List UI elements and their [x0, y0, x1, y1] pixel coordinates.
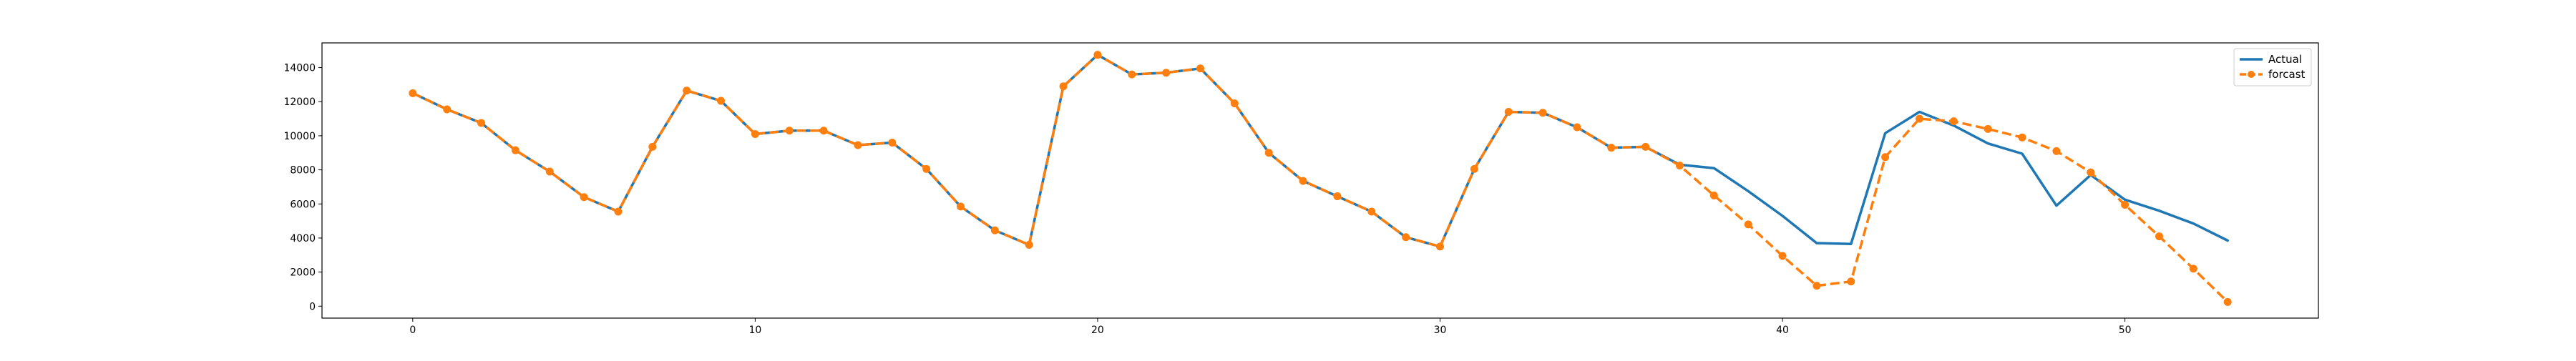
series-forcast — [409, 51, 2232, 306]
data-point — [1333, 192, 1342, 201]
data-point — [1949, 117, 1958, 126]
x-tick-label: 50 — [2119, 325, 2132, 336]
data-point — [443, 105, 452, 114]
data-point — [1264, 149, 1273, 157]
data-point — [409, 89, 417, 97]
data-point — [717, 97, 726, 105]
y-tick-label: 0 — [309, 301, 316, 312]
data-point — [2087, 168, 2095, 177]
y-tick-label: 14000 — [283, 63, 316, 74]
data-point — [990, 226, 999, 234]
data-point — [1881, 153, 1890, 162]
data-point — [648, 142, 657, 151]
y-tick-label: 10000 — [283, 131, 316, 142]
data-point — [785, 127, 794, 135]
data-point — [1847, 277, 1855, 286]
data-point — [1299, 177, 1307, 185]
data-point — [2121, 200, 2129, 209]
data-point — [2155, 232, 2163, 241]
data-point — [1059, 82, 1068, 91]
data-point — [1162, 69, 1171, 77]
data-point — [683, 86, 691, 95]
x-tick-label: 20 — [1091, 325, 1104, 336]
y-tick-label: 6000 — [290, 199, 316, 210]
data-point — [1435, 242, 1444, 251]
data-point — [1504, 108, 1513, 117]
data-point — [1230, 99, 1239, 108]
data-point — [922, 164, 931, 173]
data-point — [2223, 297, 2232, 306]
data-point — [1093, 51, 1102, 59]
data-point — [614, 207, 623, 216]
y-tick-label: 8000 — [290, 165, 316, 177]
data-point — [545, 167, 554, 176]
data-point — [751, 130, 759, 139]
data-point — [819, 127, 828, 135]
series-actual — [411, 53, 2229, 248]
axis-ticks: 0 10 20 30 40 50 0 2000 4000 6000 8000 10000 12000 14… — [283, 63, 2131, 336]
data-point — [1813, 282, 1821, 290]
data-point — [1641, 142, 1650, 151]
data-point — [1470, 164, 1478, 173]
data-point — [580, 193, 588, 202]
data-point — [854, 141, 862, 149]
x-tick-label: 40 — [1776, 325, 1789, 336]
data-point — [1915, 114, 1923, 123]
data-point — [1538, 109, 1547, 117]
data-point — [888, 138, 897, 147]
series-lines — [409, 51, 2232, 306]
data-point — [1607, 144, 1616, 152]
data-point — [1984, 124, 1992, 133]
x-tick-label: 10 — [748, 325, 761, 336]
data-point — [477, 119, 486, 127]
data-point — [957, 202, 965, 211]
y-tick-label: 12000 — [283, 97, 316, 108]
legend-marker — [2248, 71, 2255, 78]
data-point — [1744, 220, 1752, 229]
data-point — [1025, 240, 1033, 249]
x-tick-label: 30 — [1434, 325, 1447, 336]
data-point — [1128, 70, 1136, 79]
y-tick-label: 4000 — [290, 233, 316, 244]
data-point — [2018, 133, 2026, 142]
data-point — [1402, 233, 1410, 242]
data-point — [1196, 64, 1205, 73]
data-point — [2189, 264, 2197, 273]
data-point — [2052, 147, 2061, 155]
y-tick-label: 2000 — [290, 267, 316, 279]
plot-area-frame — [321, 42, 2319, 319]
data-point — [1709, 191, 1718, 199]
data-point — [511, 146, 519, 154]
data-point — [1367, 207, 1376, 216]
series-line-forcast — [412, 53, 2229, 303]
data-point — [1573, 123, 1581, 132]
x-tick-label: 0 — [409, 325, 416, 336]
data-point — [1778, 252, 1787, 260]
legend-label-actual: Actual — [2268, 53, 2302, 66]
legend-label-forcast: forcast — [2268, 68, 2306, 81]
series-line-actual — [411, 53, 2229, 248]
data-point — [1675, 162, 1684, 170]
legend: Actual forcast — [2233, 48, 2312, 86]
